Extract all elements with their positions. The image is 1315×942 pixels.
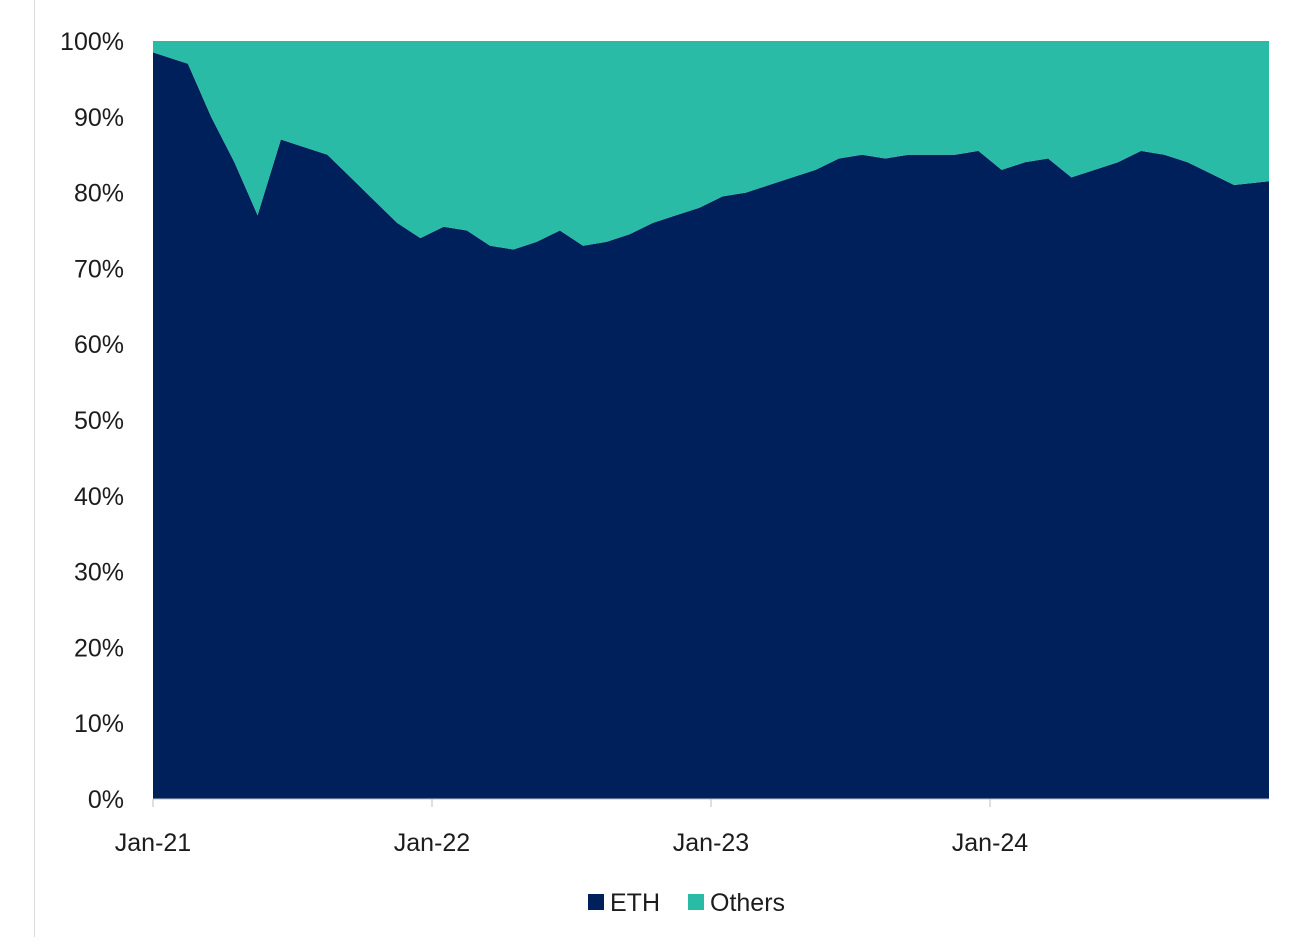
x-tick-label: Jan-23 <box>673 829 749 857</box>
plot-area <box>153 41 1269 799</box>
y-axis-ticks: 0% 10% 20% 30% 40% 50% 60% 70% 80% 90% 100% <box>60 28 124 814</box>
y-tick-label: 70% <box>74 255 124 283</box>
x-axis-ticks: Jan-21 Jan-22 Jan-23 Jan-24 <box>115 799 1029 857</box>
y-tick-label: 50% <box>74 407 124 435</box>
y-tick-label: 0% <box>88 786 124 814</box>
x-tick-label: Jan-24 <box>952 829 1029 857</box>
legend-label-eth: ETH <box>610 889 660 917</box>
y-tick-label: 100% <box>60 28 124 56</box>
x-tick-label: Jan-21 <box>115 829 191 857</box>
legend-swatch-others <box>688 894 704 910</box>
y-tick-label: 90% <box>74 104 124 132</box>
y-tick-label: 10% <box>74 710 124 738</box>
y-tick-label: 30% <box>74 559 124 587</box>
y-tick-label: 40% <box>74 483 124 511</box>
x-tick-label: Jan-22 <box>394 829 470 857</box>
legend: ETH Others <box>588 889 785 917</box>
y-tick-label: 80% <box>74 180 124 208</box>
area-series-others <box>153 41 1269 250</box>
y-tick-label: 20% <box>74 634 124 662</box>
legend-swatch-eth <box>588 894 604 910</box>
area-series-eth <box>153 52 1269 799</box>
legend-label-others: Others <box>710 889 785 917</box>
frame-border <box>34 0 35 937</box>
y-tick-label: 60% <box>74 331 124 359</box>
